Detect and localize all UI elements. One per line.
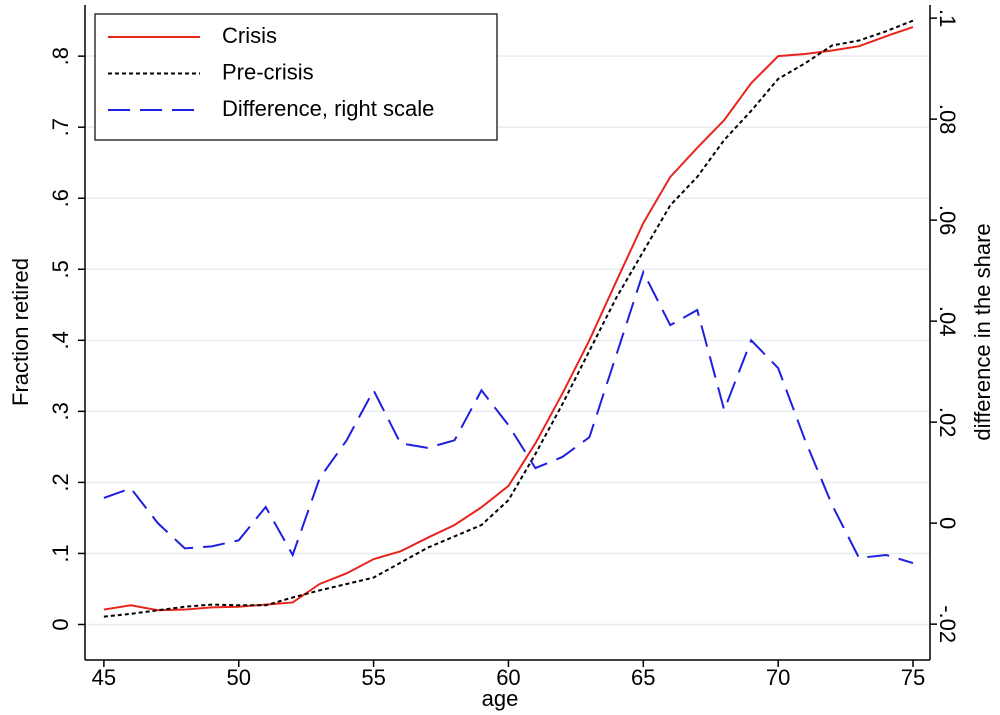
y2-tick-label: .04 xyxy=(935,306,960,337)
y2-tick-label: -.02 xyxy=(935,605,960,643)
legend-label: Difference, right scale xyxy=(222,96,434,121)
x-tick-label: 70 xyxy=(766,665,790,690)
y2-tick-label: 0 xyxy=(935,517,960,529)
y-tick-label: 0 xyxy=(48,618,73,630)
x-tick-label: 50 xyxy=(226,665,250,690)
y-tick-label: .3 xyxy=(48,402,73,420)
y2-tick-label: .08 xyxy=(935,104,960,135)
y-tick-label: .8 xyxy=(48,47,73,65)
y2-tick-label: .02 xyxy=(935,407,960,438)
y-tick-label: .7 xyxy=(48,118,73,136)
y2-tick-label: .06 xyxy=(935,205,960,236)
y-tick-label: .4 xyxy=(48,331,73,349)
x-axis-title: age xyxy=(482,686,519,711)
y-axis-title: Fraction retired xyxy=(8,258,33,406)
x-tick-label: 45 xyxy=(92,665,116,690)
y-tick-label: .5 xyxy=(48,260,73,278)
legend-label: Crisis xyxy=(222,23,277,48)
y-tick-label: .1 xyxy=(48,544,73,562)
y2-tick-label: .1 xyxy=(935,9,960,27)
series-line xyxy=(103,19,914,618)
series-line xyxy=(103,26,914,612)
legend-box xyxy=(94,13,498,141)
y2-axis-title: difference in the share xyxy=(970,223,995,440)
x-tick-label: 60 xyxy=(496,665,520,690)
legend-label: Pre-crisis xyxy=(222,59,314,84)
x-tick-label: 65 xyxy=(631,665,655,690)
y-tick-label: .2 xyxy=(48,473,73,491)
x-tick-label: 55 xyxy=(361,665,385,690)
y-tick-label: .6 xyxy=(48,189,73,207)
x-tick-label: 75 xyxy=(901,665,925,690)
series-line xyxy=(103,269,914,564)
